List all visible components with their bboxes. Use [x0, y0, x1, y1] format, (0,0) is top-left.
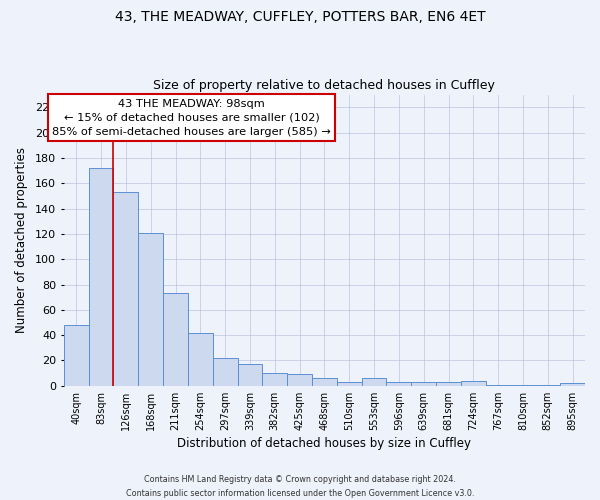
Bar — [113, 192, 138, 386]
Bar — [411, 382, 436, 386]
Bar — [560, 384, 585, 386]
Bar — [436, 382, 461, 386]
Bar — [287, 374, 312, 386]
Bar — [89, 168, 113, 386]
Bar — [461, 381, 486, 386]
Text: 43, THE MEADWAY, CUFFLEY, POTTERS BAR, EN6 4ET: 43, THE MEADWAY, CUFFLEY, POTTERS BAR, E… — [115, 10, 485, 24]
Text: 43 THE MEADWAY: 98sqm
← 15% of detached houses are smaller (102)
85% of semi-det: 43 THE MEADWAY: 98sqm ← 15% of detached … — [52, 99, 331, 137]
Y-axis label: Number of detached properties: Number of detached properties — [15, 147, 28, 333]
Bar — [386, 382, 411, 386]
Bar — [486, 384, 511, 386]
Bar — [312, 378, 337, 386]
Text: Contains HM Land Registry data © Crown copyright and database right 2024.
Contai: Contains HM Land Registry data © Crown c… — [126, 476, 474, 498]
Bar — [362, 378, 386, 386]
Bar — [511, 384, 535, 386]
Bar — [213, 358, 238, 386]
X-axis label: Distribution of detached houses by size in Cuffley: Distribution of detached houses by size … — [178, 437, 472, 450]
Bar — [535, 384, 560, 386]
Bar — [64, 325, 89, 386]
Title: Size of property relative to detached houses in Cuffley: Size of property relative to detached ho… — [154, 79, 496, 92]
Bar — [238, 364, 262, 386]
Bar — [337, 382, 362, 386]
Bar — [262, 373, 287, 386]
Bar — [163, 294, 188, 386]
Bar — [138, 232, 163, 386]
Bar — [188, 332, 213, 386]
